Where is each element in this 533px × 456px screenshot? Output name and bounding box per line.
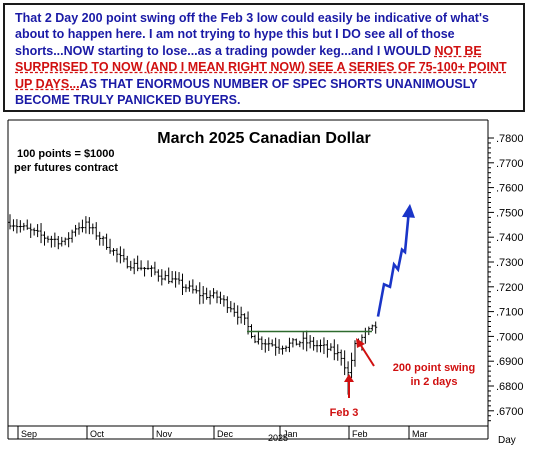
y-tick-label: .7100 <box>496 307 524 319</box>
y-tick-label: .7200 <box>496 282 524 294</box>
y-tick-label: .7700 <box>496 158 524 170</box>
year-label: 2025 <box>268 433 288 443</box>
x-month-label: Oct <box>90 429 105 439</box>
swing-arrow <box>359 343 375 367</box>
x-month-label: Sep <box>21 429 37 439</box>
x-axis-months: Sep Oct Nov Dec Jan Feb Mar <box>17 426 428 439</box>
contract-note-line2: per futures contract <box>14 162 118 174</box>
swing-callout: 200 point swing in 2 days <box>356 338 475 388</box>
y-tick-label: .7800 <box>496 133 524 145</box>
price-chart: .6700 .6800 .6900 .7000 .7100 .7200 .7300 .7400… <box>0 116 533 456</box>
y-tick-label: .6700 <box>496 406 524 418</box>
y-tick-label: .6800 <box>496 381 524 393</box>
x-month-label: Mar <box>412 429 428 439</box>
commentary-box: That 2 Day 200 point swing off the Feb 3… <box>3 3 525 112</box>
commentary-emphasis: NOT BE SURPRISED TO NOW (AND I MEAN RIGH… <box>15 43 507 91</box>
y-tick-label: .7600 <box>496 183 524 195</box>
x-month-label: Nov <box>156 429 173 439</box>
x-month-label: Feb <box>352 429 368 439</box>
y-tick-label: .7000 <box>496 331 524 343</box>
x-month-label: Dec <box>217 429 234 439</box>
swing-label: 200 point swing <box>393 362 476 374</box>
commentary-text-end: AS THAT ENORMOUS NUMBER OF SPEC SHORTS U… <box>15 76 478 108</box>
y-tick-label: .6900 <box>496 356 524 368</box>
low-callout: Feb 3 <box>330 374 359 419</box>
y-axis-ticks: .6700 .6800 .6900 .7000 .7100 .7200 .7300 .7400… <box>488 133 524 422</box>
x-month-label: Jan <box>283 429 298 439</box>
period-label: Day <box>498 435 516 446</box>
y-tick-label: .7400 <box>496 232 524 244</box>
low-arrowhead <box>344 374 354 382</box>
projection-arrowhead <box>402 203 415 218</box>
y-tick-label: .7500 <box>496 207 524 219</box>
low-label: Feb 3 <box>330 407 359 419</box>
swing-arrowhead <box>356 338 365 348</box>
y-tick-label: .7300 <box>496 257 524 269</box>
contract-note-line1: 100 points = $1000 <box>17 148 115 160</box>
commentary-text: That 2 Day 200 point swing off the Feb 3… <box>15 11 489 58</box>
swing-label-2: in 2 days <box>410 376 457 388</box>
projection-path <box>376 209 411 317</box>
chart-title: March 2025 Canadian Dollar <box>157 130 370 147</box>
